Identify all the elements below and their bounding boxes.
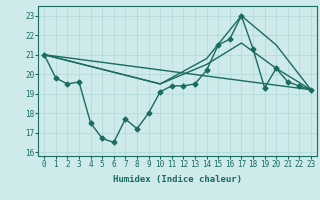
X-axis label: Humidex (Indice chaleur): Humidex (Indice chaleur) <box>113 175 242 184</box>
